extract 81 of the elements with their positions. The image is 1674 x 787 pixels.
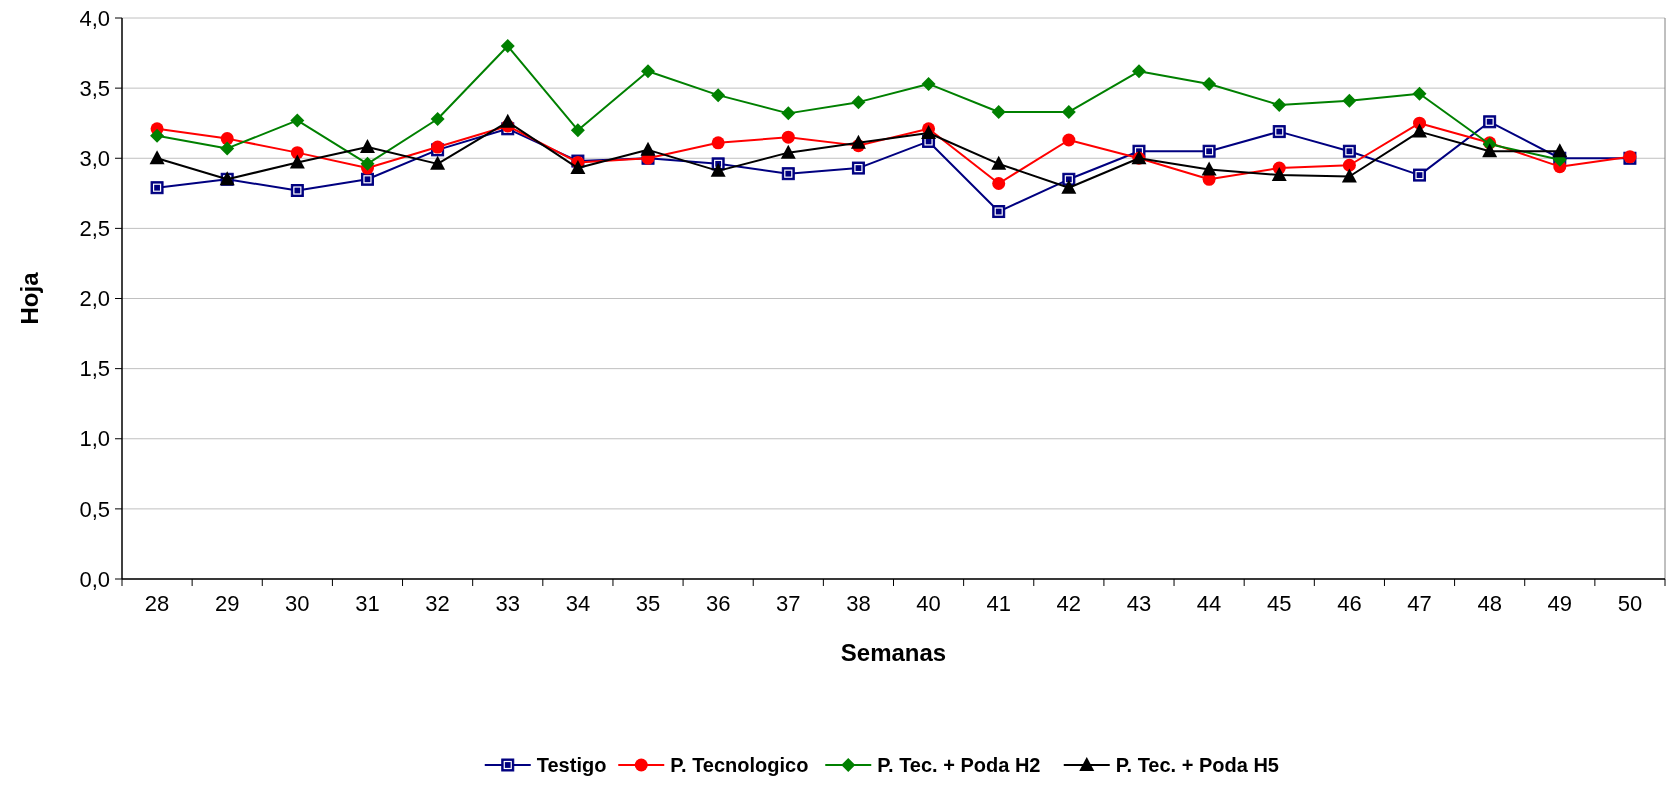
point bbox=[991, 155, 1007, 170]
point bbox=[500, 113, 516, 128]
x-tick-label: 29 bbox=[214, 591, 240, 616]
y-tick-label: 0,5 bbox=[79, 496, 110, 522]
x-tick-label: 38 bbox=[846, 591, 871, 616]
point bbox=[1552, 143, 1568, 158]
x-tick-label: 31 bbox=[355, 591, 380, 616]
x-tick-label: 36 bbox=[705, 591, 731, 616]
point bbox=[500, 39, 515, 54]
point bbox=[430, 155, 446, 170]
y-tick-label: 2,5 bbox=[79, 216, 110, 242]
x-tick-label: 32 bbox=[425, 591, 450, 616]
x-tick-label: 40 bbox=[916, 591, 941, 616]
y-tick-label: 0,0 bbox=[79, 566, 110, 592]
x-tick-label: 48 bbox=[1477, 591, 1502, 616]
point bbox=[220, 141, 235, 156]
point bbox=[710, 162, 726, 177]
legend-label: P. Tecnologico bbox=[670, 754, 809, 776]
point bbox=[711, 88, 726, 103]
x-tick-label: 42 bbox=[1056, 591, 1082, 616]
y-axis-title: Hoja bbox=[16, 271, 43, 325]
point bbox=[1202, 76, 1217, 91]
x-tick-label: 30 bbox=[285, 591, 310, 616]
legend-label: Testigo bbox=[536, 754, 607, 776]
x-tick-label: 28 bbox=[144, 591, 170, 616]
point bbox=[360, 156, 375, 171]
x-tick-label: 45 bbox=[1267, 591, 1292, 616]
point bbox=[921, 76, 936, 91]
point bbox=[290, 146, 304, 160]
x-axis-title: Semanas bbox=[840, 639, 947, 666]
x-tick-label: 47 bbox=[1407, 591, 1432, 616]
point bbox=[641, 64, 656, 79]
x-tick-label: 35 bbox=[635, 591, 661, 616]
point bbox=[1272, 97, 1287, 112]
x-tick-label: 43 bbox=[1126, 591, 1152, 616]
x-tick-label: 46 bbox=[1337, 591, 1362, 616]
x-tick-label: 50 bbox=[1617, 591, 1643, 616]
y-tick-label: 2,0 bbox=[79, 286, 110, 312]
point bbox=[430, 111, 445, 126]
point bbox=[781, 106, 796, 121]
point bbox=[851, 95, 866, 110]
point bbox=[850, 134, 866, 149]
point bbox=[780, 144, 796, 159]
point bbox=[1201, 161, 1217, 176]
point bbox=[781, 130, 795, 144]
point bbox=[1131, 64, 1146, 79]
point bbox=[150, 128, 165, 143]
y-tick-label: 3,0 bbox=[79, 145, 110, 171]
x-tick-label: 49 bbox=[1547, 591, 1573, 616]
point bbox=[149, 150, 165, 165]
x-tick-label: 37 bbox=[776, 591, 801, 616]
point bbox=[1062, 133, 1076, 147]
point bbox=[711, 136, 725, 150]
x-tick-label: 44 bbox=[1196, 591, 1222, 616]
point bbox=[991, 104, 1006, 119]
point bbox=[1412, 123, 1428, 138]
point bbox=[1482, 143, 1498, 158]
point bbox=[992, 177, 1006, 190]
point bbox=[359, 139, 375, 154]
point bbox=[570, 160, 586, 175]
point bbox=[1271, 167, 1287, 182]
point bbox=[640, 141, 656, 156]
y-tick-label: 3,5 bbox=[79, 75, 110, 101]
x-tick-label: 41 bbox=[986, 591, 1011, 616]
point bbox=[290, 113, 305, 128]
point bbox=[1061, 179, 1077, 194]
point bbox=[1342, 93, 1357, 108]
point bbox=[289, 154, 305, 169]
y-tick-label: 1,5 bbox=[79, 356, 110, 382]
x-tick-label: 33 bbox=[495, 591, 520, 616]
y-tick-label: 4,0 bbox=[79, 5, 110, 31]
point bbox=[1341, 168, 1357, 183]
point bbox=[1061, 104, 1076, 119]
point bbox=[1342, 158, 1356, 172]
legend-label: P. Tec. + Poda H5 bbox=[1115, 754, 1279, 776]
point bbox=[1412, 86, 1427, 101]
x-tick-label: 34 bbox=[565, 591, 591, 616]
point bbox=[220, 132, 234, 146]
y-tick-label: 1,0 bbox=[79, 426, 110, 452]
legend-label: P. Tec. + Poda H2 bbox=[877, 754, 1041, 776]
point bbox=[570, 123, 585, 138]
